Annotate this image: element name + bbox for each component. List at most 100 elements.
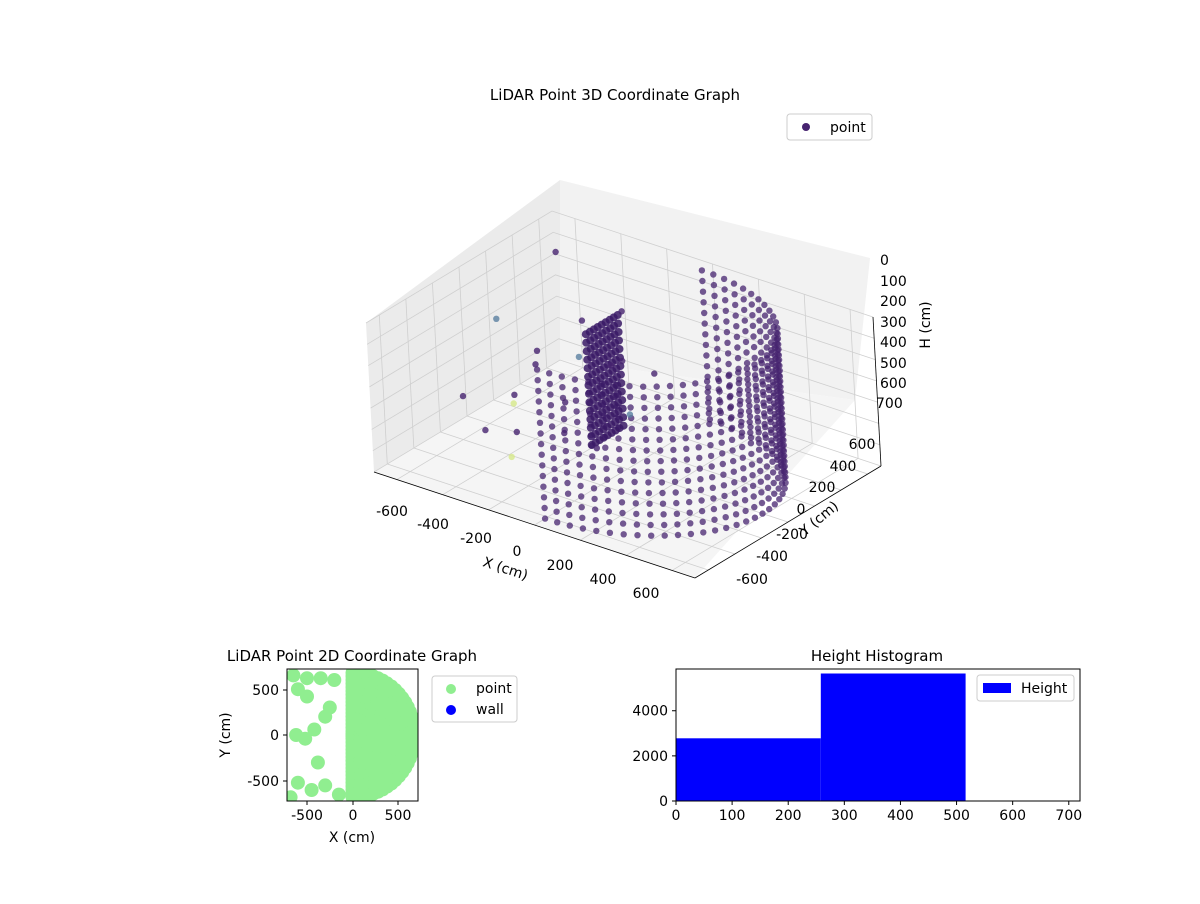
grid-line-y-wall [432, 282, 441, 433]
point-3d [620, 531, 627, 538]
point-3d [772, 319, 780, 326]
point-2d [287, 669, 301, 683]
point-3d [770, 389, 777, 396]
point-3d [765, 394, 773, 402]
point-3d [700, 529, 707, 536]
point-3d [734, 344, 741, 351]
point-3d [774, 464, 781, 471]
point-3d [606, 529, 614, 536]
point-3d [669, 425, 676, 432]
point-3d [751, 514, 759, 521]
point-3d [618, 404, 627, 413]
point-3d [682, 424, 689, 431]
point-2d [327, 673, 342, 687]
point-3d [747, 434, 755, 441]
point-3d [703, 378, 711, 385]
point-3d [607, 362, 614, 369]
point-3d [536, 409, 543, 416]
point-3d [720, 482, 728, 489]
point-3d [742, 328, 749, 335]
y-tick-2d: -500 [247, 774, 279, 790]
legend-2d: point wall [431, 675, 518, 723]
chart-2d: LiDAR Point 2D Coordinate Graph -500 0 5… [218, 647, 518, 846]
point-3d [733, 323, 740, 330]
point-3d [736, 401, 744, 408]
grid-line-z [372, 338, 880, 452]
point-3d [562, 399, 569, 406]
histogram-y-tick: 0 [659, 794, 668, 810]
point-3d [715, 386, 722, 393]
point-3d [657, 447, 664, 454]
point-3d [731, 291, 738, 298]
point-3d [513, 428, 520, 436]
point-3d [779, 442, 786, 450]
x-tick-labels-3d: -600 -400 -200 0 200 400 600 [376, 504, 659, 602]
x-tick-3d: -600 [376, 504, 408, 520]
point-3d [604, 487, 611, 494]
x-tick-3d: -200 [460, 531, 492, 547]
point-3d [537, 440, 545, 448]
histogram-bar [676, 738, 821, 801]
point-3d [617, 387, 626, 396]
chart-3d: LiDAR Point 3D Coordinate Graph -600 -40… [365, 86, 934, 602]
point-3d [603, 465, 610, 473]
point-3d [606, 519, 613, 526]
point-3d [771, 352, 779, 359]
point-3d [762, 442, 769, 449]
chart-3d-title: LiDAR Point 3D Coordinate Graph [490, 86, 740, 104]
point-3d [692, 390, 699, 398]
grid-line-y [493, 399, 815, 507]
point-3d [773, 373, 780, 381]
point-3d [721, 503, 729, 510]
x-tick-2d: -500 [291, 808, 323, 824]
point-3d [618, 488, 625, 495]
x-tick-2d: 500 [385, 808, 412, 824]
point-3d [706, 420, 713, 428]
point-3d [740, 465, 747, 472]
point-3d [718, 439, 725, 446]
scatter-2d-points [287, 669, 418, 801]
point-3d [670, 457, 678, 464]
y-tick-3d: 0 [797, 502, 806, 518]
point-3d [605, 508, 612, 515]
point-3d [751, 503, 758, 511]
point-3d [702, 331, 709, 338]
point-3d [779, 453, 787, 460]
point-3d [705, 399, 712, 406]
point-3d [540, 483, 547, 490]
point-3d [482, 426, 489, 434]
point-3d [730, 468, 737, 475]
point-3d [656, 436, 663, 443]
point-3d [572, 386, 579, 394]
point-3d [562, 437, 569, 444]
point-3d [671, 478, 679, 485]
point-3d [733, 333, 741, 340]
point-3d [775, 416, 782, 423]
point-3d [758, 356, 765, 364]
point-3d [554, 519, 561, 526]
point-3d [739, 454, 746, 461]
point-3d [702, 341, 710, 349]
point-3d [614, 328, 623, 336]
point-3d [764, 362, 771, 370]
point-3d [709, 474, 716, 481]
point-3d [671, 468, 678, 475]
point-3d [694, 422, 701, 430]
point-3d [617, 467, 624, 474]
point-3d [667, 404, 675, 411]
point-2d [300, 671, 314, 686]
grid-line-z [371, 316, 879, 430]
point-3d [743, 518, 750, 525]
point-3d [578, 493, 585, 500]
point-3d [685, 488, 692, 495]
point-3d [739, 443, 746, 451]
point-3d [619, 413, 628, 422]
point-3d [764, 474, 771, 481]
point-3d [552, 497, 560, 505]
point-3d [700, 299, 707, 306]
point-3d [534, 377, 541, 384]
point-3d [748, 450, 755, 458]
point-3d [743, 349, 750, 356]
point-3d [566, 522, 573, 529]
point-3d [602, 444, 609, 451]
